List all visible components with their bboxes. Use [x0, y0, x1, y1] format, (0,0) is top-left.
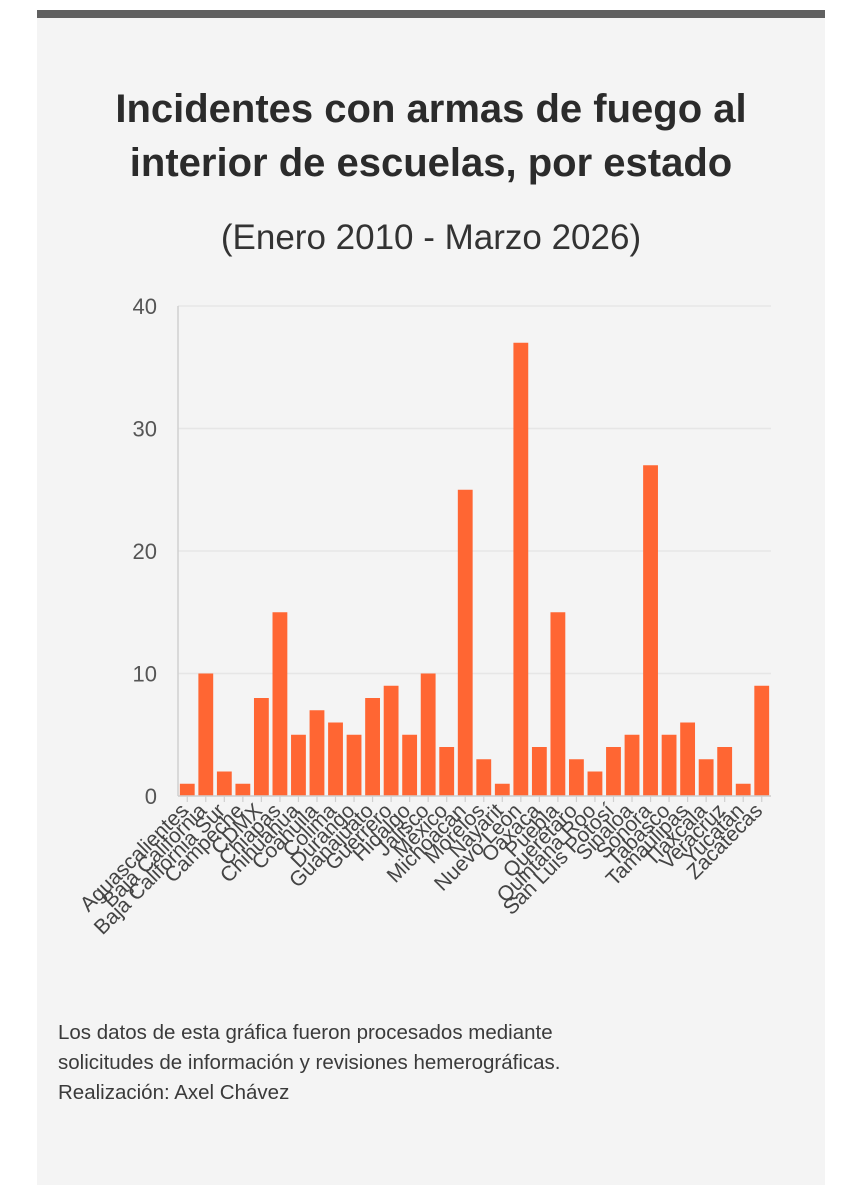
bar	[643, 465, 658, 796]
footnote-line-1: Los datos de esta gráfica fueron procesa…	[58, 1021, 553, 1044]
bar	[494, 783, 510, 796]
bar	[253, 698, 269, 796]
bar	[569, 759, 584, 796]
bar	[198, 673, 214, 796]
bar	[402, 734, 418, 796]
bars	[179, 342, 770, 796]
bar	[531, 747, 547, 796]
bar	[513, 342, 529, 796]
bar	[383, 685, 399, 796]
bar	[179, 783, 195, 796]
footnote: Los datos de esta gráfica fueron procesa…	[58, 1018, 798, 1108]
chart-title-line-1: Incidentes con armas de fuego al	[115, 87, 747, 131]
bar	[439, 747, 455, 796]
bar	[717, 747, 733, 796]
y-tick-label: 0	[145, 784, 157, 809]
bar	[698, 759, 714, 796]
bar	[457, 489, 473, 796]
author-credit: Realización: Axel Chávez	[58, 1081, 290, 1104]
bar	[272, 612, 288, 796]
bar	[550, 612, 566, 796]
bar	[735, 783, 751, 796]
chart-title-line-2: interior de escuelas, por estado	[129, 141, 733, 185]
y-tick-label: 20	[133, 539, 157, 564]
chart-card: Incidentes con armas de fuego al interio…	[37, 10, 825, 1185]
chart-title: Incidentes con armas de fuego al interio…	[37, 82, 825, 190]
bar	[680, 722, 696, 796]
bar	[661, 734, 677, 796]
footnote-line-2: solicitudes de información y revisiones …	[58, 1051, 561, 1074]
bar	[754, 685, 770, 796]
bar	[365, 698, 380, 796]
bar	[328, 722, 343, 796]
bar	[624, 734, 640, 796]
bar	[476, 759, 492, 796]
bar	[216, 771, 232, 796]
y-tick-label: 40	[133, 294, 157, 319]
bar	[606, 747, 621, 796]
bar	[587, 771, 603, 796]
chart-subtitle: (Enero 2010 - Marzo 2026)	[220, 218, 642, 257]
bar	[309, 710, 325, 796]
y-axis: 0 10 20 30 40	[133, 294, 179, 809]
y-tick-label: 10	[133, 662, 157, 687]
bar	[346, 734, 362, 796]
bar	[291, 734, 306, 796]
bar	[235, 783, 251, 796]
y-tick-label: 30	[133, 417, 157, 442]
bar	[420, 673, 436, 796]
